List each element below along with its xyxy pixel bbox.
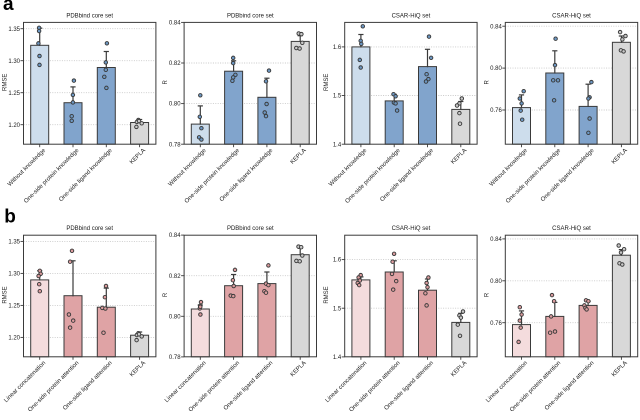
svg-text:PDBbind core set: PDBbind core set	[66, 226, 113, 232]
svg-text:PDBbind core set: PDBbind core set	[227, 13, 274, 19]
svg-text:b: b	[4, 207, 16, 228]
svg-text:1.5: 1.5	[333, 306, 342, 312]
svg-text:R: R	[484, 292, 490, 297]
svg-text:R: R	[163, 79, 169, 84]
svg-text:1.25: 1.25	[8, 304, 20, 310]
svg-text:0.80: 0.80	[169, 102, 181, 108]
svg-text:1.30: 1.30	[8, 59, 20, 65]
svg-text:CSAR-HiQ set: CSAR-HiQ set	[392, 13, 431, 19]
svg-text:1.30: 1.30	[8, 272, 20, 278]
svg-text:1.20: 1.20	[8, 123, 20, 129]
svg-text:CSAR-HiQ set: CSAR-HiQ set	[552, 13, 591, 19]
svg-text:CSAR-HiQ set: CSAR-HiQ set	[392, 226, 431, 232]
svg-text:R: R	[163, 292, 169, 297]
svg-text:0.78: 0.78	[169, 142, 181, 148]
svg-text:0.84: 0.84	[169, 21, 181, 27]
svg-text:0.84: 0.84	[169, 233, 181, 239]
svg-text:0.76: 0.76	[490, 108, 502, 114]
svg-text:1.5: 1.5	[333, 94, 342, 100]
svg-text:0.84: 0.84	[490, 24, 502, 30]
svg-text:CSAR-HiQ set: CSAR-HiQ set	[552, 226, 591, 232]
svg-text:1.6: 1.6	[333, 258, 342, 264]
svg-text:0.78: 0.78	[169, 355, 181, 361]
svg-text:1.6: 1.6	[333, 45, 342, 51]
svg-text:1.35: 1.35	[8, 27, 20, 33]
svg-text:0.82: 0.82	[169, 274, 181, 280]
svg-text:0.76: 0.76	[490, 321, 502, 327]
svg-text:RMSE: RMSE	[324, 286, 330, 303]
svg-text:0.80: 0.80	[490, 66, 502, 72]
svg-text:0.80: 0.80	[490, 279, 502, 285]
svg-text:RMSE: RMSE	[324, 74, 330, 91]
svg-text:0.82: 0.82	[169, 61, 181, 67]
svg-text:0.84: 0.84	[490, 237, 502, 243]
svg-text:a: a	[3, 0, 14, 15]
svg-text:1.25: 1.25	[8, 91, 20, 97]
svg-text:1.4: 1.4	[333, 142, 342, 148]
svg-text:PDBbind core set: PDBbind core set	[227, 226, 274, 232]
svg-text:RMSE: RMSE	[3, 286, 9, 303]
svg-text:1.20: 1.20	[8, 336, 20, 342]
svg-text:1.4: 1.4	[333, 355, 342, 361]
svg-text:PDBbind core set: PDBbind core set	[66, 13, 113, 19]
svg-text:0.80: 0.80	[169, 314, 181, 320]
svg-text:R: R	[484, 79, 490, 84]
svg-text:RMSE: RMSE	[3, 74, 9, 91]
svg-text:1.35: 1.35	[8, 240, 20, 246]
